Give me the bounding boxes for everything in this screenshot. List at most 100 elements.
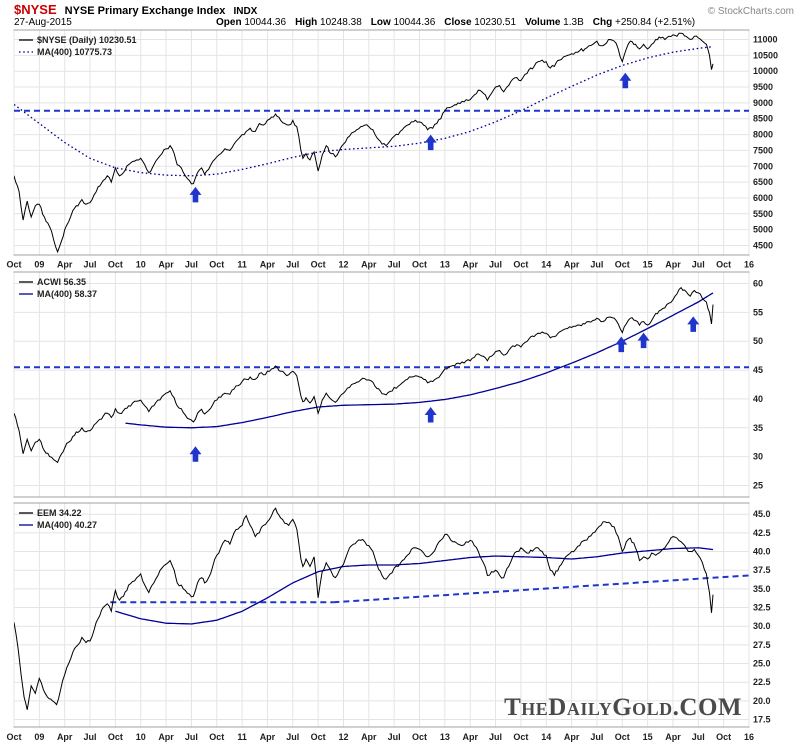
svg-text:10: 10 [136, 260, 146, 270]
svg-text:16: 16 [744, 260, 754, 270]
svg-text:Jul: Jul [286, 732, 299, 742]
ticker-symbol: $NYSE [14, 2, 57, 17]
svg-text:09: 09 [34, 732, 44, 742]
series-ma400 [125, 292, 714, 429]
svg-text:7000: 7000 [753, 161, 773, 171]
svg-text:17.5: 17.5 [753, 715, 771, 725]
svg-text:60: 60 [753, 279, 763, 289]
svg-text:$NYSE (Daily) 10230.51: $NYSE (Daily) 10230.51 [37, 35, 137, 45]
svg-text:Jul: Jul [388, 260, 401, 270]
svg-text:30: 30 [753, 452, 763, 462]
quote-chg: Chg +250.84 (+2.51%) [592, 17, 696, 28]
svg-text:Jul: Jul [590, 260, 603, 270]
svg-text:Oct: Oct [615, 260, 630, 270]
grid [13, 30, 750, 255]
svg-text:8500: 8500 [753, 114, 773, 124]
svg-text:10: 10 [136, 732, 146, 742]
svg-text:37.5: 37.5 [753, 565, 771, 575]
buy-signal-arrow-icon [637, 332, 650, 349]
svg-text:7500: 7500 [753, 145, 773, 155]
svg-text:35.0: 35.0 [753, 584, 771, 594]
svg-text:42.5: 42.5 [753, 528, 771, 538]
svg-text:40.0: 40.0 [753, 547, 771, 557]
chart-header-quote-row: 27-Aug-2015 Open 10044.36 High 10248.38 Low… [14, 17, 794, 28]
svg-text:Oct: Oct [513, 732, 528, 742]
svg-text:11000: 11000 [753, 35, 778, 45]
svg-text:15: 15 [643, 260, 653, 270]
buy-signal-arrow-icon [687, 316, 700, 332]
svg-text:Oct: Oct [615, 732, 630, 742]
svg-text:Apr: Apr [158, 260, 174, 270]
quote-low: Low 10044.36 [370, 17, 436, 28]
svg-text:27.5: 27.5 [753, 640, 771, 650]
svg-text:Oct: Oct [108, 260, 123, 270]
svg-text:Oct: Oct [108, 732, 123, 742]
svg-text:12: 12 [338, 732, 348, 742]
svg-text:Oct: Oct [513, 260, 528, 270]
panel-legend: $NYSE (Daily) 10230.51 MA(400) 10775.73 [19, 35, 137, 57]
svg-text:Oct: Oct [311, 732, 326, 742]
x-axis-labels-row-2: Oct 09 Apr Jul Oct 10 Apr Jul Oct 11 Apr Jul Oct 12 Ap… [6, 732, 754, 742]
svg-text:10000: 10000 [753, 66, 778, 76]
svg-text:Oct: Oct [209, 260, 224, 270]
svg-text:12: 12 [338, 260, 348, 270]
svg-text:MA(400) 40.27: MA(400) 40.27 [37, 520, 97, 530]
panel-1: 11000 10500 10000 9500 9000 8500 8000 7500 7000 6… [13, 29, 778, 256]
svg-text:14: 14 [541, 260, 551, 270]
svg-text:Apr: Apr [260, 260, 276, 270]
svg-text:09: 09 [34, 260, 44, 270]
buy-signal-arrow-icon [189, 446, 202, 462]
svg-text:Apr: Apr [564, 732, 580, 742]
svg-text:50: 50 [753, 336, 763, 346]
svg-text:Jul: Jul [185, 260, 198, 270]
svg-text:Jul: Jul [692, 732, 705, 742]
svg-text:8000: 8000 [753, 130, 773, 140]
quote-high: High 10248.38 [295, 17, 362, 28]
svg-text:55: 55 [753, 307, 763, 317]
svg-text:ACWI 56.35: ACWI 56.35 [37, 277, 86, 287]
buy-signal-arrow-icon [424, 134, 437, 151]
y-axis-labels: 45.0 42.5 40.0 37.5 35.0 32.5 30.0 27.5 25.0 22.5… [753, 509, 771, 724]
svg-text:Apr: Apr [462, 732, 478, 742]
quote-line: Open 10044.36 High 10248.38 Low 10044.36 Cl… [216, 17, 704, 28]
svg-text:Jul: Jul [388, 732, 401, 742]
svg-text:20.0: 20.0 [753, 696, 771, 706]
svg-text:15: 15 [643, 732, 653, 742]
x-axis-labels-row-1: Oct 09 Apr Jul Oct 10 Apr Jul Oct 11 Apr Jul Oct 12 Ap… [6, 260, 754, 270]
svg-text:Oct: Oct [311, 260, 326, 270]
svg-text:Oct: Oct [716, 732, 731, 742]
svg-text:Jul: Jul [286, 260, 299, 270]
exchange-tag: INDX [233, 6, 258, 17]
svg-text:Apr: Apr [564, 260, 580, 270]
y-axis-labels: 11000 10500 10000 9500 9000 8500 8000 7500 7000 6… [753, 35, 778, 251]
svg-text:Jul: Jul [590, 732, 603, 742]
buy-signal-arrow-icon [619, 72, 632, 89]
svg-text:45: 45 [753, 365, 763, 375]
series-ma400 [14, 45, 714, 177]
svg-text:14: 14 [541, 732, 551, 742]
svg-text:45.0: 45.0 [753, 509, 771, 519]
quote-close: Close 10230.51 [444, 17, 517, 28]
svg-text:30.0: 30.0 [753, 621, 771, 631]
svg-text:Apr: Apr [57, 732, 73, 742]
svg-text:Oct: Oct [6, 260, 21, 270]
svg-text:Oct: Oct [412, 732, 427, 742]
svg-text:6000: 6000 [753, 193, 773, 203]
svg-text:Oct: Oct [209, 732, 224, 742]
svg-text:25: 25 [753, 480, 763, 490]
quote-open: Open 10044.36 [216, 17, 287, 28]
svg-text:Jul: Jul [84, 732, 97, 742]
svg-text:EEM 34.22: EEM 34.22 [37, 508, 82, 518]
svg-text:22.5: 22.5 [753, 677, 771, 687]
svg-text:11: 11 [237, 732, 247, 742]
svg-text:13: 13 [440, 260, 450, 270]
panel-2: 60 55 50 45 40 35 30 25 ACWI 56.35 MA(400) 58.37 [13, 271, 763, 498]
quote-date: 27-Aug-2015 [14, 17, 72, 28]
svg-text:Jul: Jul [185, 732, 198, 742]
svg-text:Jul: Jul [489, 260, 502, 270]
svg-text:4500: 4500 [753, 240, 773, 250]
panel-legend: ACWI 56.35 MA(400) 58.37 [19, 277, 97, 299]
svg-text:Jul: Jul [84, 260, 97, 270]
